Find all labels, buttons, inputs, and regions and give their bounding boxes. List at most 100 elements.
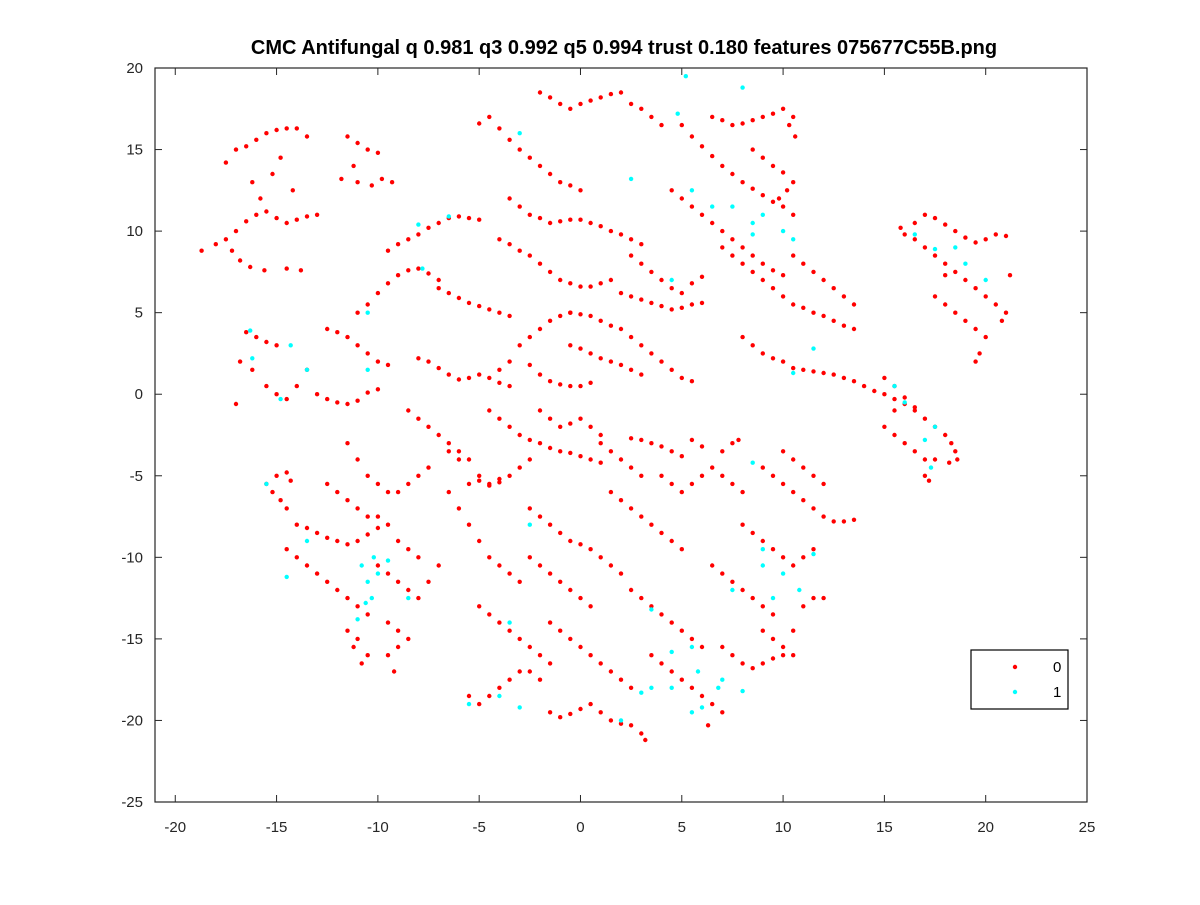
- data-point-series-0: [558, 449, 563, 454]
- data-point-series-1: [284, 574, 289, 580]
- data-point-series-0: [983, 237, 988, 242]
- data-point-series-0: [689, 281, 695, 286]
- data-point-series-0: [497, 476, 502, 482]
- data-point-series-0: [446, 441, 451, 446]
- data-point-series-0: [588, 701, 593, 707]
- data-point-series-0: [426, 579, 431, 584]
- data-point-series-0: [760, 261, 765, 266]
- data-point-series-0: [395, 489, 401, 495]
- data-point-series-0: [578, 383, 583, 389]
- data-point-series-1: [466, 701, 472, 707]
- data-point-series-0: [568, 587, 573, 593]
- data-point-series-0: [740, 334, 745, 340]
- data-point-series-0: [659, 303, 664, 309]
- data-point-series-0: [375, 150, 381, 155]
- data-point-series-0: [284, 470, 289, 475]
- data-point-series-1: [497, 693, 502, 699]
- data-point-series-0: [740, 245, 745, 250]
- data-point-series-0: [537, 653, 543, 658]
- data-point-series-0: [258, 196, 263, 201]
- data-point-series-0: [643, 737, 648, 743]
- x-tick-label: 15: [876, 819, 893, 836]
- data-point-series-0: [304, 134, 310, 139]
- data-point-series-0: [527, 555, 532, 560]
- data-point-series-0: [882, 424, 887, 429]
- data-point-series-0: [365, 532, 370, 537]
- data-point-series-1: [750, 220, 755, 226]
- data-point-series-0: [497, 563, 502, 568]
- y-tick-label: 5: [135, 305, 143, 322]
- data-point-series-0: [547, 710, 553, 715]
- data-point-series-0: [811, 506, 816, 511]
- data-point-series-0: [233, 228, 239, 234]
- data-point-series-0: [811, 547, 816, 552]
- data-point-series-0: [345, 441, 350, 446]
- data-point-series-0: [507, 137, 512, 142]
- data-point-series-0: [517, 147, 522, 152]
- data-point-series-0: [395, 628, 401, 633]
- data-point-series-0: [639, 343, 644, 348]
- data-point-series-0: [801, 498, 806, 503]
- data-point-series-0: [345, 334, 350, 340]
- data-point-series-0: [598, 432, 603, 438]
- data-point-series-1: [304, 367, 310, 372]
- data-point-series-0: [527, 457, 532, 462]
- data-point-series-0: [608, 489, 614, 495]
- data-point-series-0: [770, 636, 776, 642]
- data-point-series-0: [558, 579, 563, 584]
- data-point-series-0: [497, 380, 502, 385]
- data-point-series-0: [679, 628, 684, 633]
- data-point-series-0: [339, 176, 344, 182]
- data-point-series-0: [487, 114, 492, 120]
- data-point-series-0: [649, 604, 654, 609]
- data-point-series-0: [902, 395, 907, 400]
- data-point-series-0: [679, 677, 684, 682]
- data-point-series-0: [568, 106, 573, 112]
- data-point-series-0: [497, 480, 502, 485]
- data-point-series-0: [872, 388, 877, 394]
- data-point-series-0: [199, 248, 204, 253]
- data-point-series-0: [426, 225, 431, 230]
- data-point-series-0: [578, 284, 583, 289]
- data-point-series-0: [537, 563, 543, 568]
- data-point-series-0: [537, 215, 543, 221]
- data-point-series-0: [558, 277, 563, 283]
- data-point-series-0: [477, 604, 482, 609]
- data-point-series-0: [351, 644, 356, 650]
- data-point-series-0: [791, 489, 796, 495]
- x-tick-label: 0: [576, 819, 584, 836]
- data-point-series-0: [598, 661, 603, 666]
- data-point-series-0: [770, 356, 776, 361]
- data-point-series-0: [801, 604, 806, 609]
- data-point-series-0: [750, 666, 755, 671]
- data-point-series-0: [608, 228, 614, 234]
- data-point-series-0: [385, 489, 391, 495]
- data-point-series-0: [250, 180, 255, 185]
- data-point-series-0: [659, 277, 664, 283]
- data-point-series-0: [780, 481, 786, 487]
- data-point-series-1: [730, 587, 735, 593]
- data-point-series-0: [669, 449, 674, 454]
- data-point-series-0: [284, 220, 289, 226]
- data-point-series-0: [568, 310, 573, 315]
- data-point-series-0: [851, 302, 857, 307]
- data-point-series-0: [710, 563, 715, 568]
- data-point-series-0: [477, 701, 482, 707]
- data-point-series-0: [787, 122, 792, 128]
- data-point-series-0: [351, 163, 356, 169]
- data-point-series-0: [578, 454, 583, 459]
- data-point-series-1: [740, 688, 745, 694]
- x-tick-label: -5: [473, 819, 486, 836]
- data-point-series-0: [568, 217, 573, 222]
- data-point-series-0: [375, 563, 381, 568]
- data-point-series-0: [325, 535, 330, 540]
- data-point-series-0: [274, 127, 279, 133]
- data-point-series-0: [740, 489, 745, 495]
- data-point-series-0: [345, 628, 350, 633]
- data-point-series-0: [558, 313, 563, 319]
- data-point-series-0: [679, 196, 684, 201]
- data-point-series-0: [416, 473, 421, 478]
- data-point-series-0: [659, 612, 664, 617]
- y-tick-label: -10: [121, 549, 143, 566]
- data-point-series-0: [527, 506, 532, 511]
